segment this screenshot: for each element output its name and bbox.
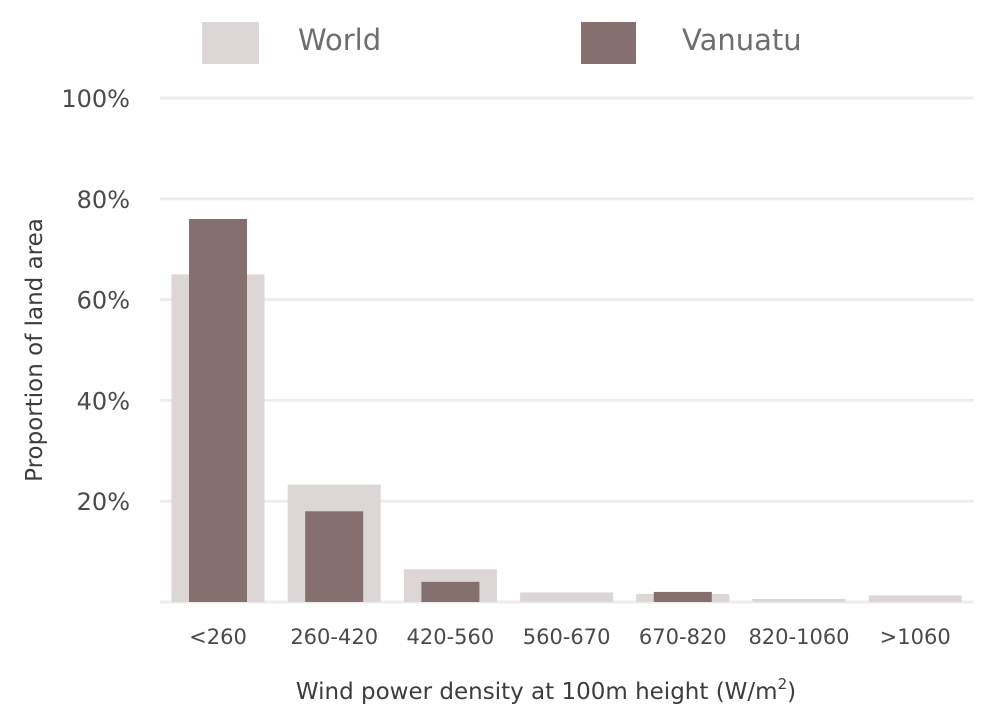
x-category-label: 560-670 [523,625,611,649]
legend-swatch-vanuatu [581,22,636,64]
x-category-label: 670-820 [639,625,727,649]
bars-vanuatu [189,218,712,602]
legend: World Vanuatu [202,22,802,64]
legend-label-world: World [298,23,381,57]
x-category-label: 260-420 [290,625,378,649]
x-axis-title: Wind power density at 100m height (W/m2) [296,675,796,705]
y-tick-label: 100% [61,85,130,113]
y-axis-ticks: 20% 40% 60% 80% 100% [61,85,130,516]
x-category-label: 420-560 [407,625,495,649]
x-axis-title-superscript: 2 [778,675,788,693]
x-category-label: >1060 [880,625,951,649]
x-axis-title-main: Wind power density at 100m height (W/m [296,679,778,705]
x-axis-title-close: ) [787,679,796,705]
y-tick-label: 40% [77,387,130,415]
bar-world [752,598,846,602]
y-tick-label: 80% [77,186,130,214]
bar-vanuatu [189,218,247,602]
x-axis-categories: <260 260-420 420-560 560-670 670-820 820-1060… [189,625,951,649]
x-category-label: <260 [189,625,247,649]
bar-world [868,595,962,602]
bars-world [171,274,962,602]
gridlines [160,96,974,604]
bar-vanuatu [305,511,364,602]
y-tick-label: 20% [77,488,130,516]
bar-vanuatu [421,581,480,602]
x-category-label: 820-1060 [748,625,849,649]
y-axis-title: Proportion of land area [22,218,48,482]
bar-vanuatu [653,591,712,602]
legend-swatch-world [202,22,259,64]
bar-world [520,592,614,602]
legend-label-vanuatu: Vanuatu [682,23,802,57]
y-tick-label: 60% [77,287,130,315]
